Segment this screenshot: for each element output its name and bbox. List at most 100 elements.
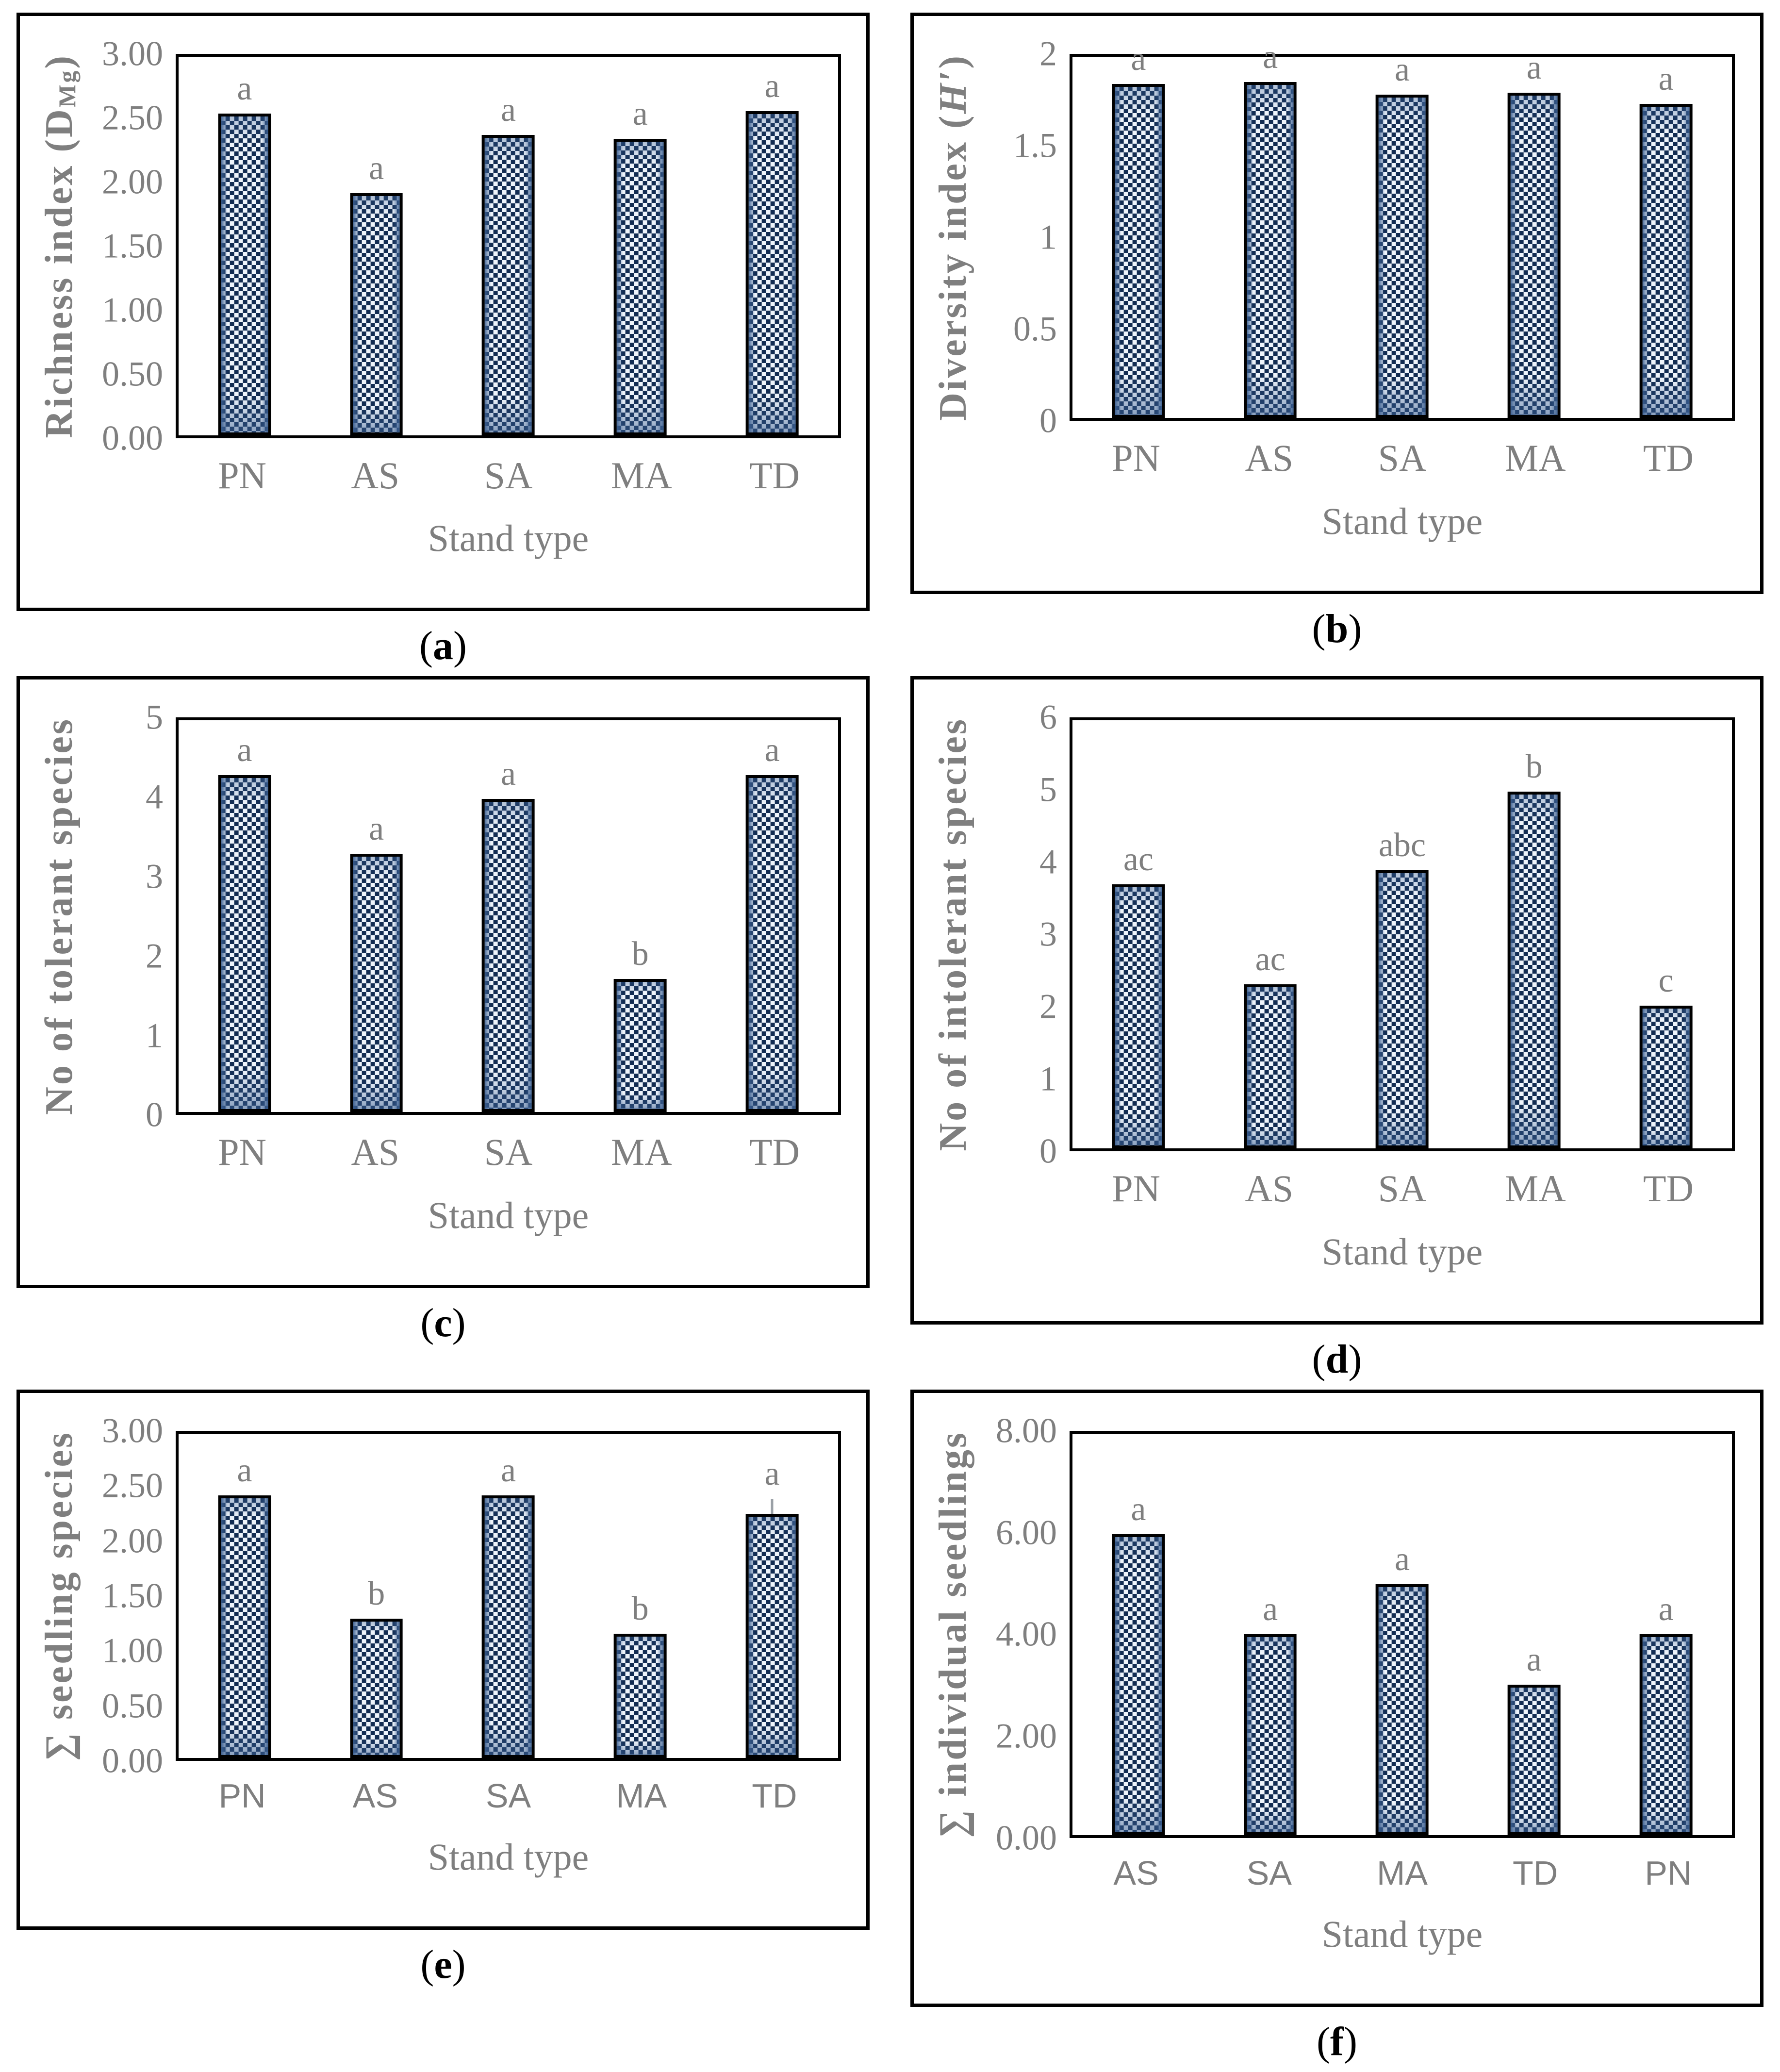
bar-slot: a	[1336, 1434, 1468, 1835]
y-tick-label: 1	[1039, 217, 1057, 257]
y-tick-label: 1.50	[102, 1576, 163, 1615]
significance-letter: a	[369, 149, 384, 187]
bar-pn	[1112, 83, 1165, 418]
y-tick-label: 0.50	[102, 354, 163, 394]
x-tick-label: PN	[1112, 1167, 1160, 1210]
bar-chart: No of intolerant species 6 5 4 3 2 1 0 ac ac abc…	[926, 698, 1735, 1270]
significance-letter: a	[764, 731, 780, 769]
significance-letter: a	[1131, 40, 1146, 78]
bar-slot: b	[1468, 720, 1600, 1149]
x-tick-label: TD	[749, 1131, 800, 1174]
y-axis-title-run: ∑ individual seedlings	[931, 1430, 974, 1838]
bar-ma	[613, 979, 667, 1112]
y-tick-label: 4	[146, 777, 163, 816]
x-axis-title: Stand type	[428, 1836, 589, 1878]
x-tick-label: MA	[616, 1777, 667, 1815]
bar-slot: a	[1468, 1434, 1600, 1835]
x-axis-ticks: PN AS SA MA TD	[176, 1761, 841, 1815]
plot-area: a a a a a	[176, 54, 841, 438]
y-axis-title: No of tolerant species	[33, 717, 86, 1115]
figure-grid: Richness index (DMg) 3.00 2.50 2.00 1.50 1.0…	[16, 13, 1764, 2062]
y-tick-label: 2.00	[996, 1716, 1057, 1756]
x-tick-label: SA	[484, 1131, 533, 1174]
y-tick-label: 2.00	[102, 1521, 163, 1560]
panel-frame: Diversity index (H′) 2 1.5 1 0.5 0 a a a a a PN A…	[910, 13, 1764, 594]
bar-slot: a	[1600, 1434, 1732, 1835]
significance-letter: a	[764, 1455, 780, 1492]
significance-letter: a	[1658, 60, 1674, 98]
bar-slot: a	[1072, 1434, 1204, 1835]
significance-letter: a	[1394, 1540, 1410, 1578]
significance-letter: a	[500, 1451, 516, 1489]
panel-caption: (f)	[910, 2007, 1764, 2072]
bar-as	[1244, 984, 1297, 1149]
y-tick-label: 0	[1039, 401, 1057, 440]
y-tick-label: 0.00	[102, 418, 163, 458]
caption-letter: d	[1325, 1336, 1349, 1382]
x-tick-label: TD	[1643, 436, 1694, 479]
bar-slot: ac	[1204, 720, 1336, 1149]
x-tick-label: AS	[1245, 1167, 1294, 1210]
panel-frame: ∑ seedling species 3.00 2.50 2.00 1.50 1.00 0…	[16, 1389, 870, 1930]
significance-letter: a	[1394, 51, 1410, 89]
significance-letter: a	[237, 69, 252, 107]
y-axis-title-run: H′	[931, 68, 974, 114]
bar-slot: a	[179, 1434, 311, 1758]
caption-paren-open: (	[420, 1300, 434, 1346]
bar-as	[350, 853, 403, 1112]
plot-area-slots: a b a b a	[179, 1434, 838, 1758]
x-tick-label: SA	[1378, 1167, 1427, 1210]
x-axis-ticks: PN AS SA MA TD	[176, 1115, 841, 1173]
y-axis-title: ∑ seedling species	[33, 1431, 86, 1761]
x-axis-ticks: PN AS SA MA TD	[1070, 1151, 1735, 1210]
significance-letter: a	[1526, 49, 1542, 87]
bar-chart: Richness index (DMg) 3.00 2.50 2.00 1.50 1.0…	[33, 34, 841, 560]
plot-area: ac ac abc b c	[1070, 717, 1735, 1152]
significance-letter: a	[1263, 1591, 1278, 1628]
y-tick-label: 0.50	[102, 1686, 163, 1725]
caption-paren-open: (	[1312, 606, 1326, 651]
bar-slot: a	[1600, 57, 1732, 418]
x-tick-label: MA	[1504, 436, 1566, 479]
caption-paren-open: (	[1317, 2019, 1330, 2064]
y-axis-title-run: Richness index (D	[37, 107, 81, 438]
x-tick-label: AS	[352, 1777, 398, 1815]
y-axis-title-run: )	[931, 54, 974, 69]
bar-ma	[1507, 792, 1561, 1149]
x-tick-label: PN	[218, 1131, 266, 1174]
y-tick-label: 6.00	[996, 1513, 1057, 1552]
bar-slot: a	[179, 720, 311, 1112]
y-axis-title: No of intolerant species	[926, 717, 980, 1151]
x-tick-label: MA	[610, 454, 672, 497]
bar-as	[350, 193, 403, 435]
bar-sa	[482, 135, 535, 435]
caption-paren-close: )	[453, 623, 467, 669]
bar-sa	[482, 1495, 535, 1758]
significance-letter: a	[369, 810, 384, 847]
bar-as	[1112, 1534, 1165, 1835]
bar-slot: a	[1072, 42, 1204, 418]
bar-pn	[218, 113, 271, 435]
chart-panel-f: ∑ individual seedlings 8.00 6.00 4.00 2.00 0…	[910, 1389, 1764, 2072]
x-axis-title: Stand type	[1321, 1912, 1483, 1955]
bar-td	[1507, 1684, 1561, 1835]
y-axis-title-text: No of tolerant species	[37, 717, 82, 1115]
significance-letter: abc	[1378, 827, 1426, 864]
chart-panel-c: No of tolerant species 5 4 3 2 1 0 a a a b a PN AS…	[16, 676, 870, 1389]
chart-panel-a: Richness index (DMg) 3.00 2.50 2.00 1.50 1.0…	[16, 13, 870, 676]
y-tick-label: 0.00	[102, 1741, 163, 1780]
bar-as	[1244, 82, 1297, 418]
x-tick-label: SA	[484, 454, 533, 497]
y-axis-title-run: )	[37, 54, 81, 69]
panel-frame: Richness index (DMg) 3.00 2.50 2.00 1.50 1.0…	[16, 13, 870, 612]
x-tick-label: PN	[218, 454, 266, 497]
caption-paren-open: (	[419, 623, 433, 669]
x-axis-title: Stand type	[428, 517, 589, 560]
caption-paren-close: )	[1343, 2019, 1357, 2064]
y-tick-label: 5	[1039, 770, 1057, 809]
y-tick-label: 1	[146, 1016, 163, 1055]
x-axis-ticks: PN AS SA MA TD	[1070, 421, 1735, 479]
bar-slot: ac	[1072, 720, 1204, 1149]
